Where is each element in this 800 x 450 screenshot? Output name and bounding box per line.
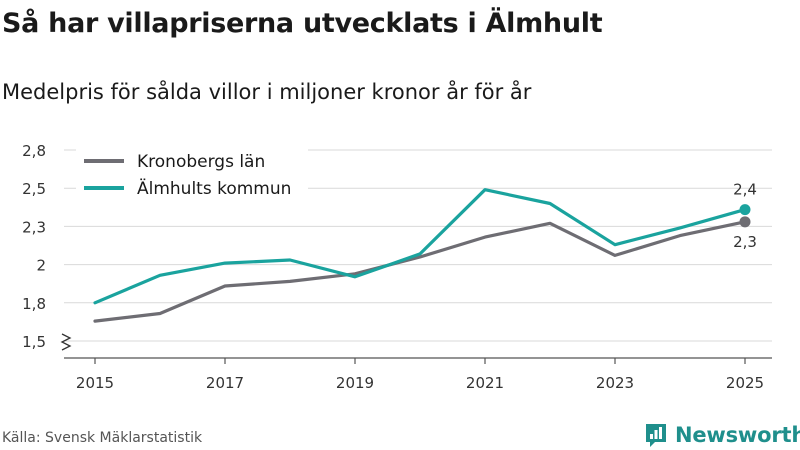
legend-label-almhult: Älmhults kommun xyxy=(137,178,291,199)
y-tick-label: 2,5 xyxy=(22,180,46,198)
y-tick-label: 2 xyxy=(36,257,46,275)
line-chart: 1,5 1,8 2 2,3 2,5 2,8 2015 2017 2019 2021 2023 2025… xyxy=(22,142,772,392)
end-point-almhult xyxy=(739,204,751,216)
legend-label-kronoberg: Kronobergs län xyxy=(137,152,265,172)
x-tick-label: 2015 xyxy=(76,374,114,392)
x-tick-label: 2019 xyxy=(336,374,374,392)
x-tick-label: 2025 xyxy=(726,374,764,392)
brand-logo: Newsworthy xyxy=(644,420,800,450)
y-tick-label: 1,5 xyxy=(22,333,46,351)
source-note: Källa: Svensk Mäklarstatistik xyxy=(2,430,203,446)
y-tick-label: 2,3 xyxy=(22,218,46,236)
series-line-almhult xyxy=(93,188,747,305)
end-point-kronoberg xyxy=(739,216,751,228)
axis-break-mark xyxy=(60,333,72,351)
x-tick-label: 2017 xyxy=(206,374,244,392)
end-label-almhult: 2,4 xyxy=(733,181,757,199)
chart-title: Så har villapriserna utvecklats i Älmhul… xyxy=(2,8,603,39)
newsworthy-logo-icon xyxy=(646,424,666,447)
legend-box xyxy=(76,144,308,200)
end-label-kronoberg: 2,3 xyxy=(733,233,757,251)
brand-name: Newsworthy xyxy=(675,423,800,447)
x-tick-label: 2023 xyxy=(596,374,634,392)
chart-subtitle: Medelpris för sålda villor i miljoner kr… xyxy=(2,80,532,104)
y-tick-label: 1,8 xyxy=(22,295,46,313)
series-line-kronoberg xyxy=(93,220,747,323)
x-tick-label: 2021 xyxy=(466,374,504,392)
y-tick-label: 2,8 xyxy=(22,142,46,160)
